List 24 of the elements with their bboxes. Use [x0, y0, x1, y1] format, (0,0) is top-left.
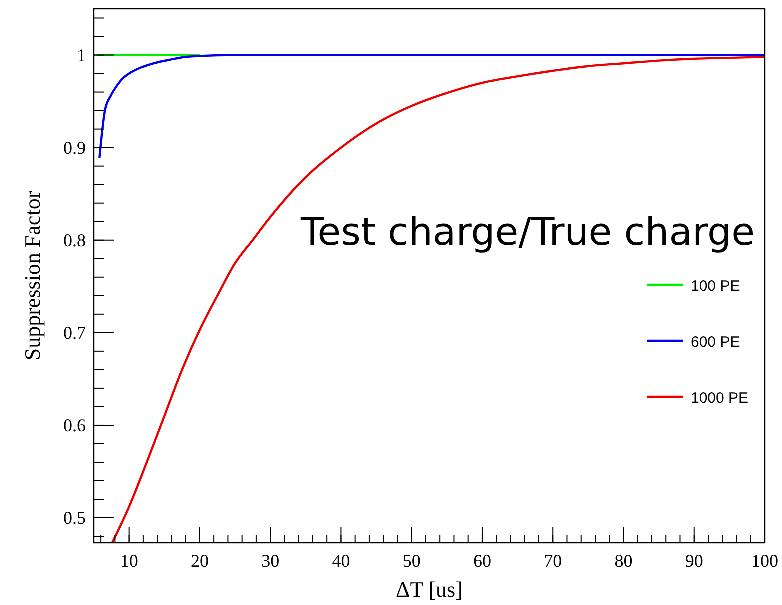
y-tick-label: 0.6 — [64, 415, 86, 436]
x-tick-label: 80 — [614, 551, 633, 571]
x-tick-label: 10 — [120, 551, 138, 571]
y-tick-label: 1 — [77, 45, 86, 66]
x-axis-title: ΔT [us] — [396, 577, 463, 602]
x-tick-label: 20 — [190, 551, 209, 571]
x-tick-label: 100 — [752, 551, 778, 571]
x-tick-label: 40 — [332, 551, 350, 571]
x-tick-label: 30 — [262, 551, 280, 571]
x-tick-label: 50 — [402, 551, 421, 571]
line-series — [98, 54, 765, 160]
x-tick-label: 60 — [473, 551, 492, 571]
y-tick-label: 0.9 — [64, 138, 86, 158]
legend-label: 1000 PE — [691, 390, 749, 407]
y-tick-label: 0.7 — [64, 322, 86, 343]
x-tick-label: 90 — [685, 551, 704, 571]
y-axis-title: Suppression Factor — [20, 190, 45, 361]
legend-label: 600 PE — [691, 334, 740, 351]
y-tick-label: 0.5 — [64, 508, 86, 528]
x-tick-label: 70 — [544, 551, 562, 571]
annotation: Test charge/True charge — [300, 210, 755, 254]
line-series — [111, 56, 765, 543]
y-tick-label: 0.8 — [64, 230, 86, 250]
legend-label: 100 PE — [691, 278, 740, 295]
